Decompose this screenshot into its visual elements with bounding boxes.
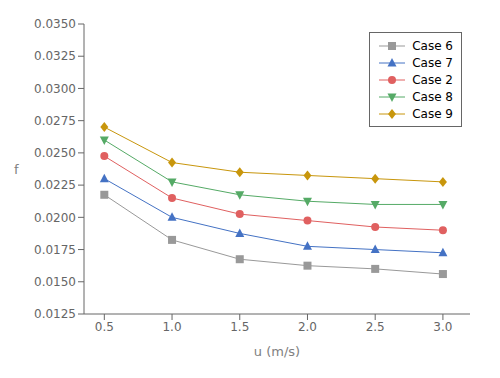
svg-text:0.0225: 0.0225 bbox=[34, 178, 76, 192]
html-text:Case 7: Case 7 bbox=[412, 55, 453, 70]
html-text:Case 8: Case 8 bbox=[412, 89, 453, 104]
html-text:Case 2: Case 2 bbox=[412, 72, 453, 87]
svg-text:3.0: 3.0 bbox=[433, 320, 452, 334]
svg-text:0.0300: 0.0300 bbox=[34, 82, 76, 96]
svg-text:0.0275: 0.0275 bbox=[34, 114, 76, 128]
svg-text:1.5: 1.5 bbox=[230, 320, 249, 334]
svg-text:0.0200: 0.0200 bbox=[34, 211, 76, 225]
html-text:Case 6: Case 6 bbox=[412, 38, 453, 53]
svg-text:0.0175: 0.0175 bbox=[34, 243, 76, 257]
svg-text:0.0250: 0.0250 bbox=[34, 146, 76, 160]
svg-text:2.5: 2.5 bbox=[366, 320, 385, 334]
svg-text:2.0: 2.0 bbox=[298, 320, 317, 334]
svg-text:0.5: 0.5 bbox=[95, 320, 114, 334]
svg-text:1.0: 1.0 bbox=[162, 320, 181, 334]
svg-text:u (m/s): u (m/s) bbox=[254, 344, 300, 359]
svg-text:0.0125: 0.0125 bbox=[34, 307, 76, 321]
svg-text:0.0150: 0.0150 bbox=[34, 275, 76, 289]
svg-text:f: f bbox=[14, 162, 19, 177]
html-text:Case 9: Case 9 bbox=[412, 106, 453, 121]
svg-text:0.0325: 0.0325 bbox=[34, 49, 76, 63]
svg-text:0.0350: 0.0350 bbox=[34, 17, 76, 31]
